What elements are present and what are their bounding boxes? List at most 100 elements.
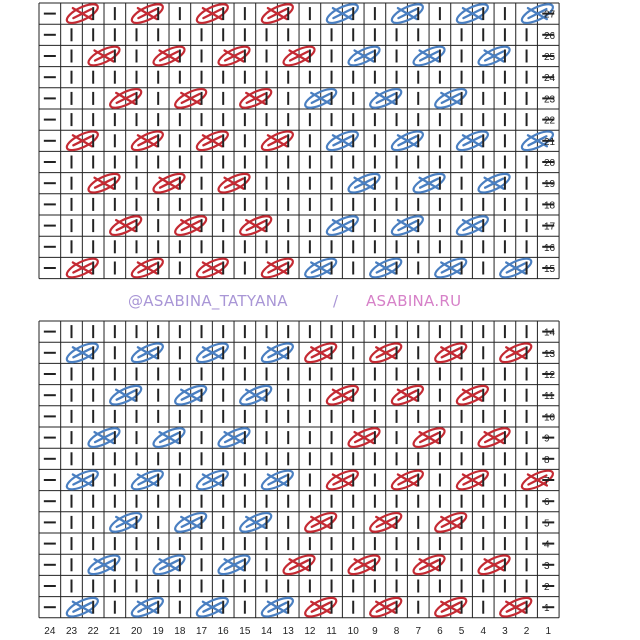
blue-cross-stitch — [239, 511, 273, 533]
blue-cross-stitch — [109, 384, 143, 406]
watermark-handle: @ASABINA_TATYANA — [128, 292, 288, 310]
upper-chart-row-24 — [43, 70, 555, 84]
watermark-site: ASABINA.RU — [366, 292, 462, 310]
row-number-label: 16 — [544, 243, 556, 254]
column-number-label: 3 — [502, 626, 508, 637]
column-number-label: 18 — [174, 626, 186, 637]
blue-cross-stitch — [390, 3, 425, 25]
blue-cross-stitch — [325, 130, 359, 152]
red-cross-stitch — [477, 427, 511, 449]
blue-cross-stitch — [390, 130, 425, 152]
upper-chart-row-19 — [43, 172, 555, 194]
lower-chart-row-5 — [43, 511, 555, 533]
row-number-label: 23 — [544, 94, 556, 105]
row-number-label: 14 — [544, 328, 556, 339]
lower-chart-row-14 — [43, 325, 555, 339]
red-cross-stitch — [65, 257, 99, 279]
row-number-label: 26 — [544, 31, 556, 42]
red-cross-stitch — [239, 87, 273, 109]
blue-cross-stitch — [477, 172, 511, 194]
upper-chart-row-27 — [43, 3, 555, 25]
lower-chart-row-9 — [43, 427, 555, 449]
blue-cross-stitch — [369, 257, 403, 279]
blue-cross-stitch — [87, 554, 121, 576]
blue-cross-stitch — [325, 215, 359, 237]
blue-cross-stitch — [174, 511, 208, 533]
column-number-label: 14 — [261, 626, 273, 637]
lower-chart-grid — [38, 320, 560, 619]
lower-chart-row-12 — [43, 367, 555, 381]
blue-cross-stitch — [65, 342, 99, 364]
upper-chart-row-26 — [43, 28, 555, 42]
lower-chart-row-7 — [43, 469, 555, 491]
red-cross-stitch — [260, 3, 294, 25]
blue-cross-stitch — [412, 45, 446, 67]
row-number-label: 11 — [544, 391, 555, 402]
column-number-label: 24 — [44, 626, 56, 637]
row-number-label: 4 — [544, 540, 550, 551]
red-cross-stitch — [195, 3, 229, 25]
row-number-label: 7 — [544, 476, 550, 487]
column-number-label: 17 — [196, 626, 208, 637]
column-number-label: 9 — [372, 626, 378, 637]
column-number-label: 22 — [88, 626, 100, 637]
upper-chart-row-16 — [43, 240, 555, 254]
red-cross-stitch — [477, 554, 511, 576]
upper-chart-row-21 — [43, 130, 555, 152]
upper-chart-row-25 — [43, 45, 555, 67]
row-number-label: 18 — [544, 200, 556, 211]
row-number-label: 13 — [544, 349, 556, 360]
watermark-separator: / — [333, 292, 339, 310]
red-cross-stitch — [65, 130, 99, 152]
blue-cross-stitch — [239, 384, 273, 406]
blue-cross-stitch — [455, 215, 490, 237]
red-cross-stitch — [434, 342, 468, 364]
red-cross-stitch — [130, 3, 164, 25]
blue-cross-stitch — [217, 554, 251, 576]
row-number-label: 12 — [544, 370, 556, 381]
red-cross-stitch — [195, 257, 229, 279]
red-cross-stitch — [130, 257, 164, 279]
blue-cross-stitch — [130, 469, 164, 491]
red-cross-stitch — [217, 45, 251, 67]
upper-chart-row-23 — [43, 87, 555, 109]
column-number-label: 6 — [437, 626, 443, 637]
lower-chart-row-11 — [43, 384, 555, 406]
column-number-label: 7 — [415, 626, 421, 637]
column-number-label: 12 — [304, 626, 316, 637]
column-number-label: 21 — [109, 626, 121, 637]
column-number-label: 5 — [459, 626, 465, 637]
upper-chart-row-20 — [43, 155, 555, 169]
row-number-label: 9 — [544, 434, 550, 445]
row-number-label: 20 — [544, 158, 556, 169]
column-number-label: 20 — [131, 626, 143, 637]
red-cross-stitch — [109, 215, 143, 237]
blue-cross-stitch — [130, 596, 164, 618]
upper-chart-row-15 — [43, 257, 555, 279]
red-cross-stitch — [390, 384, 425, 406]
upper-chart-grid — [38, 2, 560, 280]
lower-chart-row-6 — [43, 494, 555, 508]
red-cross-stitch — [325, 469, 359, 491]
lower-chart-row-3 — [43, 554, 555, 576]
red-cross-stitch — [260, 257, 294, 279]
lower-chart-row-8 — [43, 452, 555, 466]
upper-chart-row-17 — [43, 215, 555, 237]
red-cross-stitch — [65, 3, 99, 25]
blue-cross-stitch — [152, 554, 186, 576]
blue-cross-stitch — [260, 596, 294, 618]
blue-cross-stitch — [195, 596, 229, 618]
blue-cross-stitch — [65, 596, 99, 618]
blue-cross-stitch — [434, 87, 468, 109]
row-number-label: 25 — [544, 52, 556, 63]
row-number-label: 3 — [544, 561, 550, 572]
red-cross-stitch — [87, 45, 121, 67]
upper-chart-row-18 — [43, 197, 555, 211]
red-cross-stitch — [434, 596, 468, 618]
column-number-labels: 24 23 22 21 20 19 18 17 16 15 14 13 12 11 10 9 8 7 6 5 4 3 2 1 — [44, 626, 551, 637]
red-cross-stitch — [152, 45, 186, 67]
red-cross-stitch — [369, 511, 403, 533]
blue-cross-stitch — [195, 469, 229, 491]
row-number-label: 19 — [544, 179, 556, 190]
